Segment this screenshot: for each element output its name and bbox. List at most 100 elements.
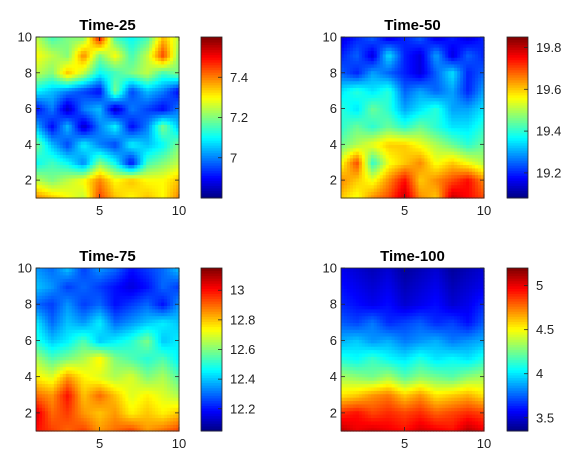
heatmap-cell [481,137,485,142]
heatmap-cell [451,50,455,55]
heatmap-cell [346,90,351,95]
heatmap-cell [164,114,168,119]
heatmap-cell [62,53,67,58]
heatmap-cell [101,60,106,65]
heatmap-cell [478,77,482,82]
heatmap-cell [466,63,470,68]
heatmap-cell [343,184,348,189]
heatmap-cell [68,83,73,88]
heatmap-cell [53,137,58,142]
heatmap-cell [469,97,473,102]
heatmap-cell [116,37,121,41]
heatmap-cell [400,94,405,98]
heatmap-cell [155,167,159,172]
heatmap-cell [173,80,177,85]
heatmap-cell [140,194,144,199]
heatmap-cell [385,140,390,145]
heatmap-cell [415,53,420,58]
heatmap-cell [47,117,52,122]
heatmap-cell [110,77,115,82]
heatmap-cell [122,147,126,152]
heatmap-cell [457,147,461,152]
heatmap-cell [83,147,88,152]
heatmap-cell [382,70,387,75]
heatmap-cell [152,124,156,129]
heatmap-cell [364,60,369,65]
heatmap-cell [98,83,103,88]
heatmap-cell [364,117,369,122]
heatmap-cell [161,164,165,169]
heatmap-cell [116,147,121,152]
heatmap-cell [403,184,408,189]
heatmap-cell [116,137,121,142]
heatmap-cell [430,161,434,166]
heatmap-cell [400,154,405,159]
heatmap-cell [134,37,138,41]
heatmap-cell [173,117,177,122]
heatmap-cell [341,184,345,189]
heatmap-cell [361,70,366,75]
heatmap-cell [110,70,115,75]
heatmap-cell [131,67,135,72]
heatmap-cell [50,53,55,58]
heatmap-cell [478,114,482,119]
heatmap-cell [98,43,103,48]
heatmap-cell [385,90,390,95]
heatmap-cell [125,154,129,159]
heatmap-cell [394,194,399,199]
heatmap-cell [451,154,455,159]
heatmap-cell [53,97,58,102]
heatmap-cell [44,43,49,48]
heatmap-cell [155,194,159,199]
heatmap-cell [346,57,351,62]
heatmap-cell [397,100,402,105]
colorbar-segment [201,157,222,161]
heatmap-cell [463,171,467,176]
heatmap-cell [481,63,485,68]
heatmap-cell [448,154,452,159]
heatmap-cell [403,110,408,115]
heatmap-cell [62,110,67,115]
heatmap-cell [433,50,437,55]
heatmap-cell [74,154,79,159]
heatmap-cell [472,147,476,152]
heatmap-cell [400,70,405,75]
heatmap-cell [352,147,357,152]
heatmap-cell [373,184,378,189]
heatmap-cell [361,151,366,155]
heatmap-cell [400,177,405,182]
heatmap-cell [137,181,141,186]
heatmap-cell [415,63,420,68]
heatmap-cell [140,154,144,159]
heatmap-cell [355,63,360,68]
heatmap-cell [397,187,402,192]
heatmap-cell [355,77,360,82]
heatmap-cell [38,63,43,68]
heatmap-cell [388,177,393,182]
heatmap-cell [140,83,144,88]
heatmap-cell [173,60,177,65]
heatmap-cell [101,97,106,102]
heatmap-cell [409,100,414,105]
heatmap-cell [454,137,458,142]
heatmap-cell [36,77,40,82]
heatmap-cell [394,47,399,52]
heatmap-cell [116,187,121,192]
heatmap-cell [409,187,414,192]
heatmap-cell [433,117,437,122]
heatmap-cell [430,134,434,139]
heatmap-cell [376,187,381,192]
heatmap-cell [382,171,387,176]
heatmap-cell [122,151,126,155]
heatmap-cell [131,53,135,58]
heatmap-cell [41,134,46,139]
heatmap-cell [77,94,82,98]
heatmap-cell [155,161,159,166]
heatmap-cell [341,164,345,169]
heatmap-cell [373,157,378,162]
heatmap-cell [454,100,458,105]
heatmap-cell [448,94,452,98]
heatmap-cell [107,147,112,152]
heatmap-cell [137,80,141,85]
heatmap-cell [457,50,461,55]
